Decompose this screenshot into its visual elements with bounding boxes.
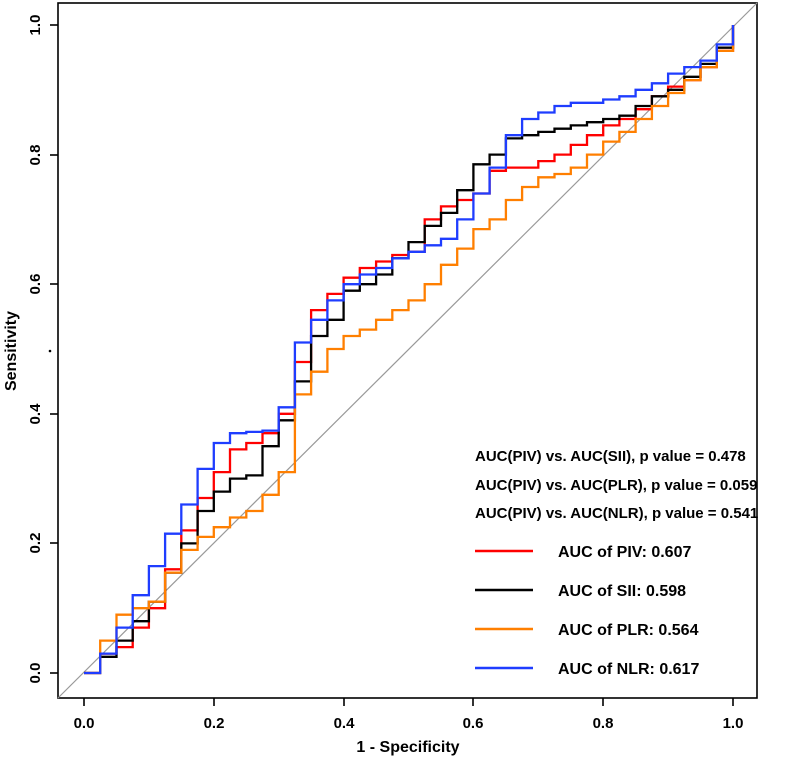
y-tick-label: 1.0 <box>27 15 44 36</box>
x-axis: 0.0 0.2 0.4 0.6 0.8 1.0 1 - Specificity <box>74 698 744 756</box>
y-axis-title: Sensitivity <box>3 311 20 391</box>
x-tick-label: 0.0 <box>74 715 95 732</box>
legend: AUC of PIV: 0.607 AUC of SII: 0.598 AUC … <box>475 544 699 678</box>
roc-curve-plr <box>84 25 735 675</box>
p-value-line: AUC(PIV) vs. AUC(SII), p value = 0.478 <box>475 448 746 465</box>
p-value-annotations: AUC(PIV) vs. AUC(SII), p value = 0.478 A… <box>475 448 758 522</box>
x-tick-label: 0.8 <box>593 715 614 732</box>
legend-label-sii: AUC of SII: 0.598 <box>558 583 686 600</box>
stray-mark <box>48 349 52 353</box>
y-tick-label: 0.6 <box>27 274 44 295</box>
x-tick-label: 1.0 <box>723 715 744 732</box>
y-axis: 0.0 0.2 0.4 0.6 0.8 1.0 Sensitivity <box>3 15 58 684</box>
y-tick-label: 0.4 <box>27 403 44 425</box>
y-tick-label: 0.2 <box>27 533 44 554</box>
roc-curve-nlr <box>84 25 735 675</box>
p-value-line: AUC(PIV) vs. AUC(NLR), p value = 0.541 <box>475 505 758 522</box>
roc-curve-sii <box>84 25 735 675</box>
y-tick-label: 0.0 <box>27 663 44 684</box>
legend-label-plr: AUC of PLR: 0.564 <box>558 622 699 639</box>
legend-label-nlr: AUC of NLR: 0.617 <box>558 661 699 678</box>
x-tick-label: 0.6 <box>463 715 484 732</box>
legend-label-piv: AUC of PIV: 0.607 <box>558 544 691 561</box>
x-tick-label: 0.4 <box>334 715 356 732</box>
x-axis-title: 1 - Specificity <box>356 739 459 756</box>
y-tick-label: 0.8 <box>27 145 44 166</box>
roc-curves <box>84 25 735 675</box>
p-value-line: AUC(PIV) vs. AUC(PLR), p value = 0.059 <box>475 477 757 494</box>
x-tick-label: 0.2 <box>204 715 225 732</box>
